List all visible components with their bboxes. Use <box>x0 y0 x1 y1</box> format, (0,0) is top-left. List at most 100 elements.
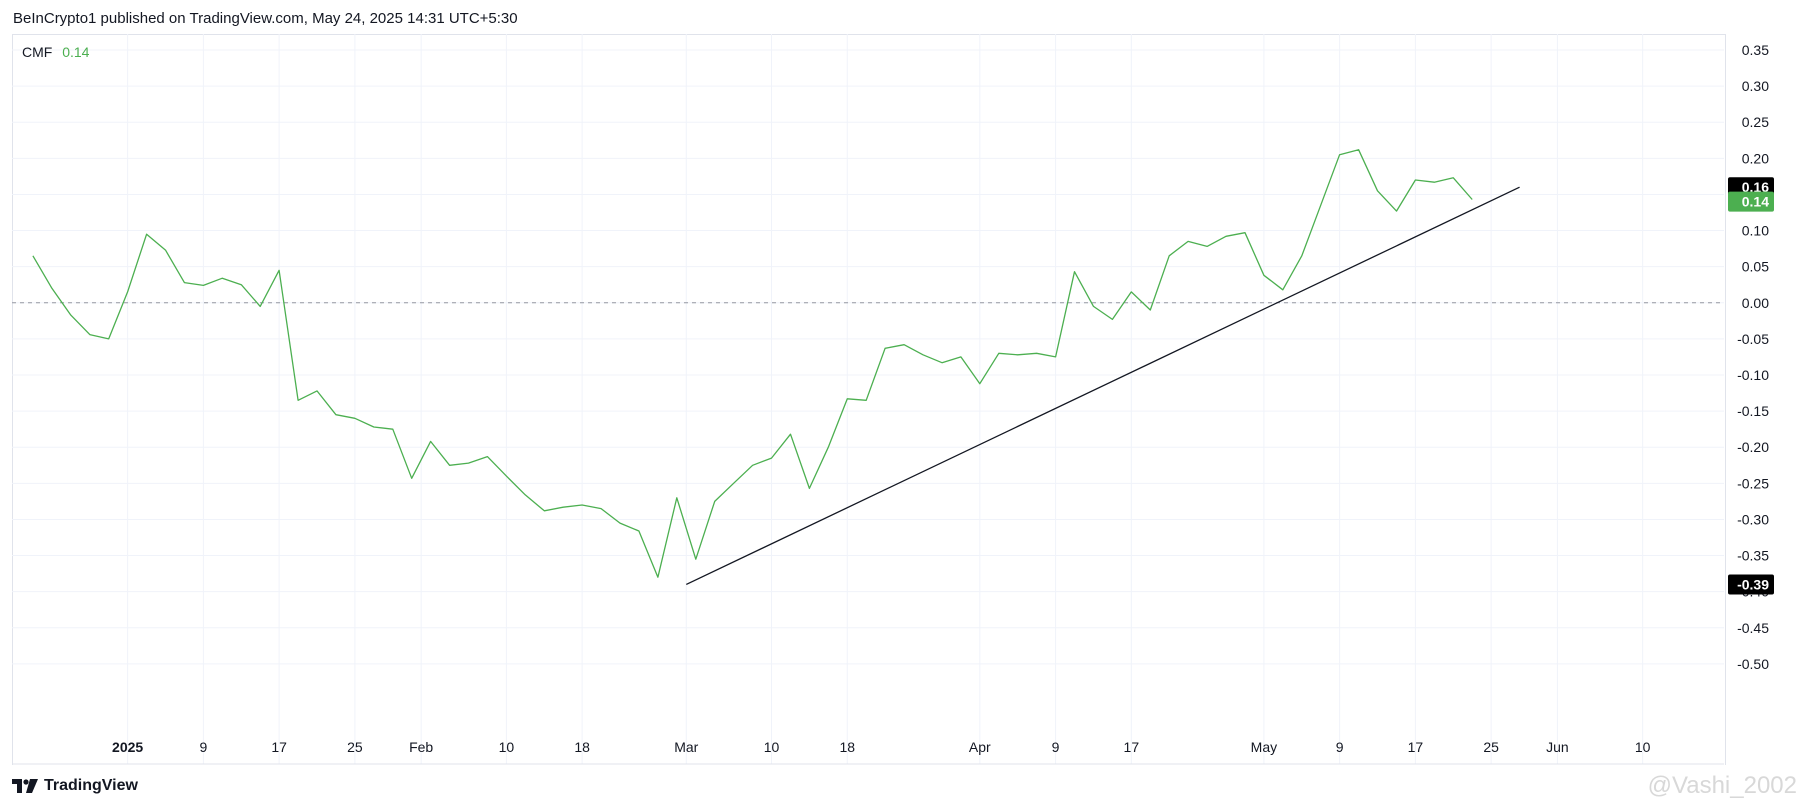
data-point <box>259 305 262 308</box>
x-tick-label: Apr <box>969 739 991 755</box>
data-point <box>240 283 243 286</box>
watermark: @Vashi_2002 <box>1647 772 1797 799</box>
data-point <box>884 347 887 350</box>
x-tick-label: 17 <box>271 739 287 755</box>
data-point <box>713 500 716 503</box>
cmf-series <box>32 148 1474 578</box>
data-point <box>524 493 527 496</box>
data-point <box>789 433 792 436</box>
y-axis: 0.350.300.250.200.150.100.050.00-0.05-0.… <box>1737 42 1769 672</box>
tradingview-logo[interactable]: TradingView <box>12 777 138 795</box>
y-tick-label: -0.25 <box>1737 475 1769 491</box>
data-point <box>50 287 53 290</box>
data-point <box>978 382 981 385</box>
y-tick-label: -0.10 <box>1737 367 1769 383</box>
data-point <box>846 397 849 400</box>
x-tick-label: 2025 <box>112 739 143 755</box>
data-point <box>1149 309 1152 312</box>
data-point <box>334 413 337 416</box>
data-point <box>316 389 319 392</box>
price-labels: 0.160.14 -0.39 <box>1728 177 1774 595</box>
data-point <box>940 361 943 364</box>
data-point <box>827 446 830 449</box>
x-tick-label: 25 <box>1483 739 1499 755</box>
x-tick-label: 10 <box>1635 739 1651 755</box>
indicator-name: CMF <box>22 44 53 60</box>
data-point <box>751 464 754 467</box>
x-tick-label: 10 <box>499 739 515 755</box>
data-point <box>959 355 962 358</box>
data-point <box>1433 181 1436 184</box>
data-point <box>1319 204 1322 207</box>
data-point <box>297 399 300 402</box>
y-tick-label: -0.15 <box>1737 403 1769 419</box>
x-tick-label: 10 <box>764 739 780 755</box>
data-point <box>1243 231 1246 234</box>
data-point <box>1376 189 1379 192</box>
y-tick-label: 0.25 <box>1742 114 1769 130</box>
x-tick-label: Jun <box>1546 739 1569 755</box>
data-point <box>1016 353 1019 356</box>
x-axis: 2025 9 17 25 Feb 10 18 Mar 10 18 Apr 9 17 May 9 17 25 Jun… <box>12 739 1724 765</box>
x-tick-label: 17 <box>1408 739 1424 755</box>
data-point <box>88 333 91 336</box>
data-point <box>448 464 451 467</box>
data-point <box>581 504 584 507</box>
data-point <box>1414 179 1417 182</box>
data-point <box>391 428 394 431</box>
y-tick-label: 0.00 <box>1742 295 1769 311</box>
data-point <box>619 522 622 525</box>
data-point <box>997 352 1000 355</box>
data-point <box>126 290 129 293</box>
data-point <box>486 455 489 458</box>
y-tick-label: 0.10 <box>1742 223 1769 239</box>
indicator-legend[interactable]: CMF 0.14 <box>22 44 89 60</box>
data-point <box>1073 270 1076 273</box>
data-point <box>107 337 110 340</box>
price-label: 0.16 <box>1742 179 1769 195</box>
y-tick-label: 0.20 <box>1742 150 1769 166</box>
data-point <box>732 482 735 485</box>
data-point <box>770 457 773 460</box>
data-point <box>600 507 603 510</box>
data-point <box>1054 355 1057 358</box>
data-point <box>1206 245 1209 248</box>
data-point <box>922 353 925 356</box>
x-tick-label: 18 <box>839 739 855 755</box>
y-tick-label: 0.30 <box>1742 78 1769 94</box>
data-point <box>467 462 470 465</box>
trendline <box>686 186 1520 586</box>
x-tick-label: 9 <box>1052 739 1060 755</box>
data-point <box>543 509 546 512</box>
data-point <box>429 440 432 443</box>
y-tick-label: 0.05 <box>1742 259 1769 275</box>
indicator-value: 0.14 <box>62 44 90 60</box>
grid <box>12 34 1724 764</box>
data-point <box>562 506 565 509</box>
x-tick-label: 17 <box>1124 739 1140 755</box>
data-point <box>1357 148 1360 151</box>
data-point <box>1187 240 1190 243</box>
x-tick-label: 18 <box>574 739 590 755</box>
x-tick-label: Mar <box>674 739 698 755</box>
data-point <box>1300 254 1303 257</box>
data-point <box>1035 352 1038 355</box>
x-tick-label: May <box>1251 739 1277 755</box>
price-label-bg <box>1728 191 1774 212</box>
y-tick-label: -0.35 <box>1737 548 1769 564</box>
data-point <box>183 281 186 284</box>
data-point <box>1168 254 1171 257</box>
x-tick-label: 9 <box>199 739 207 755</box>
trendline-segment <box>686 186 1520 586</box>
data-point <box>1262 274 1265 277</box>
data-point <box>221 277 224 280</box>
data-point <box>1471 198 1474 201</box>
y-tick-label: -0.20 <box>1737 439 1769 455</box>
data-point <box>372 426 375 429</box>
chart-pane[interactable] <box>12 34 1726 765</box>
data-point <box>353 417 356 420</box>
data-point <box>164 249 167 252</box>
data-point <box>1395 210 1398 213</box>
brand-name: TradingView <box>44 777 138 794</box>
